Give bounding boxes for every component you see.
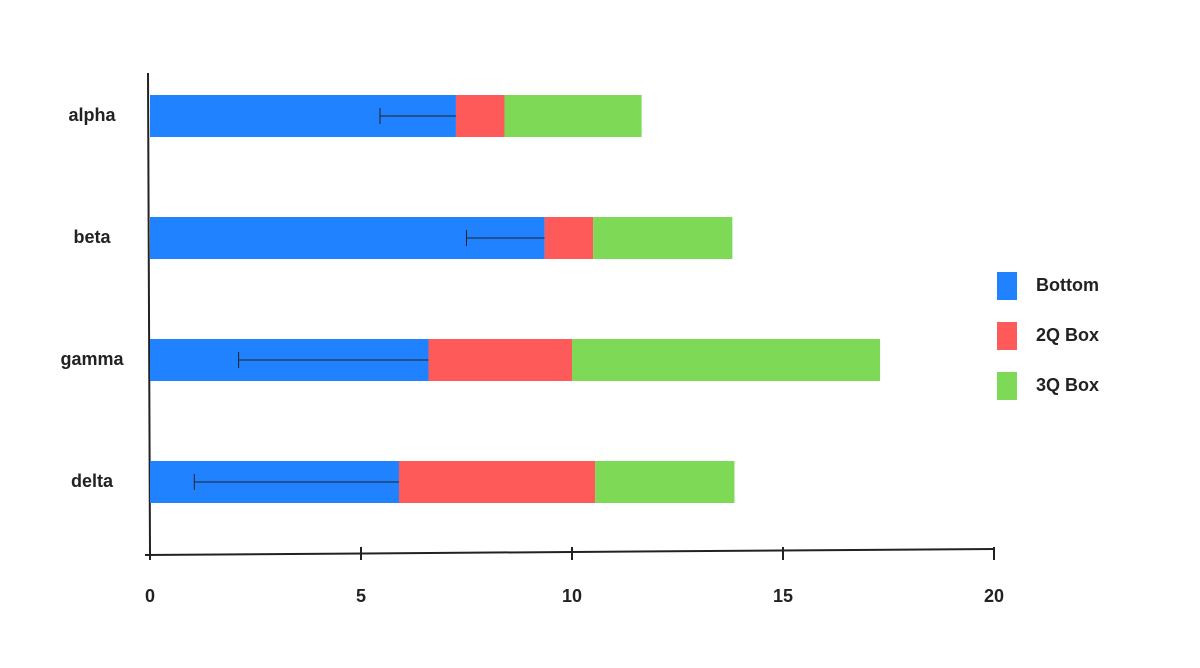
x-axis	[144, 548, 996, 556]
error-bar	[379, 108, 456, 124]
x-tick-label: 5	[356, 586, 366, 606]
bar-segment	[593, 217, 733, 259]
legend-swatch	[997, 272, 1017, 300]
y-tick-label: beta	[73, 227, 111, 247]
bar-segment	[398, 461, 596, 503]
x-tick-label: 15	[773, 586, 793, 606]
error-bar	[238, 352, 429, 368]
legend-label: Bottom	[1036, 275, 1099, 295]
bar-segment	[595, 461, 735, 503]
bar-segment	[455, 95, 505, 137]
bar-segment	[544, 217, 594, 259]
x-tick-label: 10	[562, 586, 582, 606]
x-tick-label: 20	[984, 586, 1004, 606]
y-tick-label: delta	[71, 471, 114, 491]
legend-label: 2Q Box	[1036, 325, 1099, 345]
x-tick-label: 0	[145, 586, 155, 606]
y-axis	[147, 72, 151, 556]
legend-swatch	[997, 322, 1017, 350]
bar-segment	[428, 339, 572, 381]
bar-segment	[572, 339, 881, 381]
legend-label: 3Q Box	[1036, 375, 1099, 395]
y-tick-label: gamma	[60, 349, 124, 369]
legend-swatch	[997, 372, 1017, 400]
error-bar	[193, 474, 399, 490]
error-bar	[466, 230, 545, 246]
bar-segment	[504, 95, 642, 137]
y-tick-label: alpha	[68, 105, 116, 125]
